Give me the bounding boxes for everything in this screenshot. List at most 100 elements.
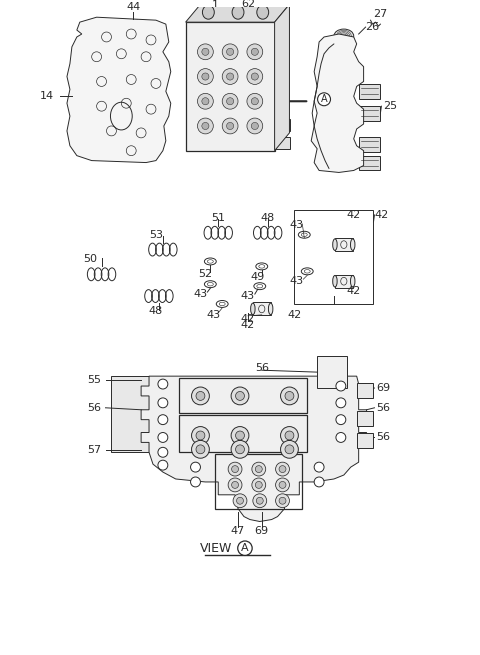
Circle shape xyxy=(231,440,249,458)
Ellipse shape xyxy=(350,276,355,287)
Circle shape xyxy=(158,460,168,470)
Bar xyxy=(359,156,381,170)
Text: 43: 43 xyxy=(193,289,207,299)
Circle shape xyxy=(336,381,346,391)
Bar xyxy=(179,415,307,453)
Circle shape xyxy=(236,431,244,440)
Circle shape xyxy=(191,462,201,472)
Text: 50: 50 xyxy=(83,254,96,265)
Ellipse shape xyxy=(333,276,337,287)
Bar xyxy=(335,238,353,251)
Circle shape xyxy=(197,69,213,84)
Circle shape xyxy=(247,118,263,134)
Circle shape xyxy=(191,477,201,487)
Circle shape xyxy=(276,478,289,492)
Circle shape xyxy=(158,379,168,389)
Bar xyxy=(359,106,381,121)
Circle shape xyxy=(314,477,324,487)
Text: A: A xyxy=(241,543,249,553)
Text: 44: 44 xyxy=(126,3,140,12)
Text: A: A xyxy=(321,94,327,104)
Circle shape xyxy=(245,12,251,18)
Circle shape xyxy=(276,462,289,476)
Circle shape xyxy=(222,69,238,84)
Circle shape xyxy=(247,44,263,60)
Text: 43: 43 xyxy=(289,220,303,230)
Circle shape xyxy=(251,98,258,105)
Circle shape xyxy=(251,122,258,130)
Circle shape xyxy=(196,392,205,400)
Circle shape xyxy=(247,69,263,84)
Circle shape xyxy=(231,481,239,489)
Circle shape xyxy=(276,494,289,508)
Circle shape xyxy=(231,466,239,472)
Circle shape xyxy=(227,48,234,56)
Text: 43: 43 xyxy=(206,310,220,320)
Circle shape xyxy=(251,48,258,56)
Text: VIEW: VIEW xyxy=(200,542,232,555)
Circle shape xyxy=(285,431,294,440)
Circle shape xyxy=(158,432,168,442)
Polygon shape xyxy=(186,5,289,22)
Text: 56: 56 xyxy=(255,364,269,373)
Bar xyxy=(273,137,290,149)
Text: 48: 48 xyxy=(149,306,163,316)
Circle shape xyxy=(192,440,209,458)
Ellipse shape xyxy=(333,239,337,250)
Bar xyxy=(215,455,302,509)
Bar xyxy=(317,356,347,388)
Text: 62: 62 xyxy=(241,0,255,9)
Text: 14: 14 xyxy=(40,91,54,102)
Polygon shape xyxy=(275,5,289,151)
Circle shape xyxy=(197,44,213,60)
Text: 42: 42 xyxy=(241,314,255,324)
Circle shape xyxy=(279,466,286,472)
Circle shape xyxy=(256,497,263,504)
Circle shape xyxy=(237,497,243,504)
Circle shape xyxy=(285,392,294,400)
Text: 51: 51 xyxy=(211,213,225,223)
Text: 27: 27 xyxy=(373,9,388,19)
Circle shape xyxy=(231,387,249,405)
Circle shape xyxy=(285,445,294,454)
Circle shape xyxy=(247,94,263,109)
Circle shape xyxy=(236,392,244,400)
Ellipse shape xyxy=(350,239,355,250)
Polygon shape xyxy=(67,17,171,162)
Ellipse shape xyxy=(334,29,354,43)
Circle shape xyxy=(336,398,346,408)
Bar xyxy=(357,383,372,398)
Circle shape xyxy=(158,398,168,408)
Text: 43: 43 xyxy=(241,291,255,301)
Bar xyxy=(357,434,372,448)
Circle shape xyxy=(236,445,244,454)
Circle shape xyxy=(336,415,346,424)
Circle shape xyxy=(202,48,209,56)
Circle shape xyxy=(336,432,346,442)
Circle shape xyxy=(196,431,205,440)
Circle shape xyxy=(222,44,238,60)
Polygon shape xyxy=(311,34,364,172)
Circle shape xyxy=(158,415,168,424)
Circle shape xyxy=(233,494,247,508)
Text: 55: 55 xyxy=(87,375,102,385)
Bar xyxy=(294,210,373,304)
Bar xyxy=(335,275,353,288)
Ellipse shape xyxy=(251,303,255,314)
Text: 57: 57 xyxy=(87,445,102,455)
Circle shape xyxy=(251,73,258,80)
Circle shape xyxy=(253,494,267,508)
Polygon shape xyxy=(141,376,367,521)
Circle shape xyxy=(227,98,234,105)
Bar xyxy=(179,378,307,413)
Text: 56: 56 xyxy=(376,403,390,413)
Ellipse shape xyxy=(268,303,273,314)
Text: 48: 48 xyxy=(261,213,275,223)
Text: 56: 56 xyxy=(87,403,102,413)
Text: 42: 42 xyxy=(287,310,301,320)
Circle shape xyxy=(196,445,205,454)
Circle shape xyxy=(255,466,262,472)
Circle shape xyxy=(280,387,299,405)
Circle shape xyxy=(158,447,168,457)
Circle shape xyxy=(197,118,213,134)
